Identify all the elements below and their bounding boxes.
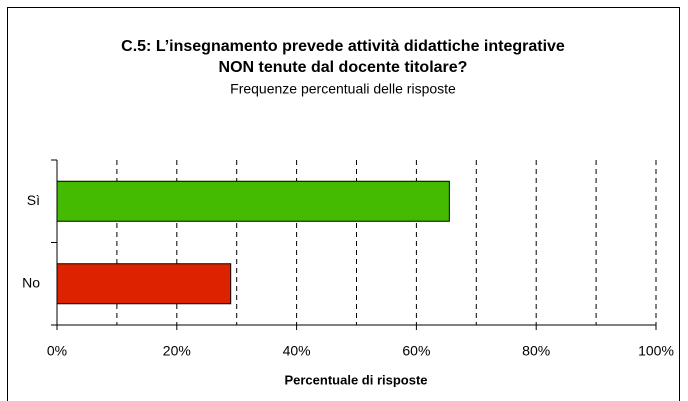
chart-subtitle: Frequenze percentuali delle risposte xyxy=(230,81,456,97)
x-tick-label: 80% xyxy=(522,343,550,359)
bar xyxy=(56,180,450,222)
bar xyxy=(56,263,232,305)
x-tick-label: 40% xyxy=(283,343,311,359)
x-tick-label: 20% xyxy=(163,343,191,359)
x-tick-label: 60% xyxy=(402,343,430,359)
chart-title: NON tenute dal docente titolare? xyxy=(219,59,468,76)
x-tick-label: 100% xyxy=(638,343,674,359)
frame xyxy=(7,7,680,401)
y-tick-label: Sì xyxy=(27,192,40,208)
chart-title: C.5: L’insegnamento prevede attività did… xyxy=(121,38,565,55)
x-tick-label: 0% xyxy=(47,343,67,359)
x-axis-label: Percentuale di risposte xyxy=(284,372,427,387)
y-tick-label: No xyxy=(22,274,40,290)
